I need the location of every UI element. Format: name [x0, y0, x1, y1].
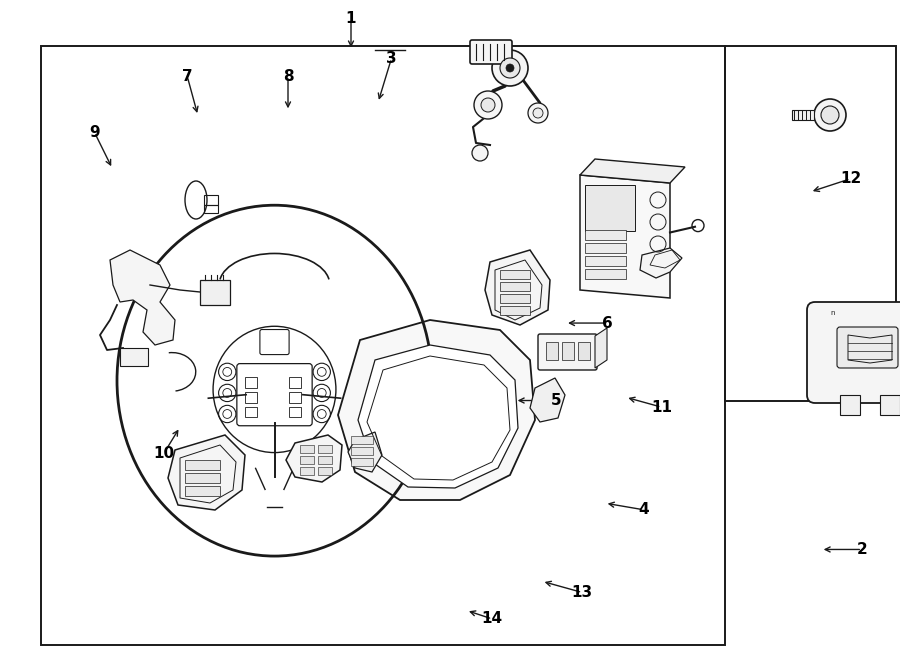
Text: 2: 2: [857, 542, 868, 557]
Bar: [120, 348, 148, 366]
Polygon shape: [338, 320, 535, 500]
Circle shape: [821, 106, 839, 124]
Polygon shape: [358, 345, 518, 488]
Bar: [546, 342, 558, 360]
Polygon shape: [286, 435, 342, 482]
Bar: [585, 230, 625, 240]
Polygon shape: [168, 435, 245, 510]
Polygon shape: [580, 159, 685, 183]
Bar: [318, 456, 332, 464]
Circle shape: [528, 103, 548, 123]
Text: 8: 8: [283, 69, 293, 83]
Bar: [500, 306, 530, 315]
Text: 3: 3: [386, 51, 397, 66]
Bar: [300, 456, 314, 464]
FancyBboxPatch shape: [807, 302, 900, 403]
Bar: [585, 269, 625, 279]
Bar: [500, 294, 530, 303]
Text: 9: 9: [89, 125, 100, 140]
Text: 7: 7: [182, 69, 193, 83]
Circle shape: [481, 98, 495, 112]
Circle shape: [533, 108, 543, 118]
Bar: [500, 270, 530, 279]
Bar: [351, 458, 373, 466]
Polygon shape: [110, 250, 175, 345]
Text: 10: 10: [153, 446, 175, 461]
Bar: [300, 467, 314, 475]
Bar: [351, 436, 373, 444]
Polygon shape: [485, 250, 550, 325]
Text: 13: 13: [572, 585, 593, 600]
Bar: [585, 256, 625, 266]
Bar: [245, 392, 257, 402]
Bar: [318, 467, 332, 475]
Bar: [300, 445, 314, 453]
FancyBboxPatch shape: [837, 327, 898, 368]
Circle shape: [500, 58, 520, 78]
Bar: [585, 185, 634, 231]
Polygon shape: [348, 432, 382, 472]
Text: 12: 12: [840, 171, 861, 186]
Circle shape: [814, 99, 846, 131]
Circle shape: [492, 50, 528, 86]
Circle shape: [506, 64, 514, 72]
Text: n: n: [830, 310, 834, 316]
Circle shape: [474, 91, 502, 119]
Bar: [578, 342, 590, 360]
Polygon shape: [595, 328, 607, 368]
Bar: [200, 280, 230, 305]
Text: 1: 1: [346, 11, 356, 26]
Bar: [185, 486, 220, 496]
Text: 14: 14: [482, 612, 503, 626]
Bar: [245, 407, 257, 418]
Polygon shape: [580, 175, 670, 298]
Bar: [500, 282, 530, 291]
Bar: [245, 377, 257, 388]
Bar: [289, 392, 302, 402]
Text: 5: 5: [551, 393, 562, 408]
Polygon shape: [530, 378, 565, 422]
Bar: [880, 395, 900, 415]
Bar: [562, 342, 574, 360]
Circle shape: [472, 145, 488, 161]
Bar: [204, 205, 218, 213]
Text: 6: 6: [602, 316, 613, 330]
Bar: [289, 407, 302, 418]
Text: 4: 4: [638, 502, 649, 517]
Polygon shape: [640, 248, 682, 278]
Bar: [204, 195, 218, 205]
Bar: [185, 460, 220, 470]
Bar: [351, 447, 373, 455]
Bar: [318, 445, 332, 453]
Polygon shape: [792, 110, 814, 120]
Bar: [585, 243, 625, 253]
Bar: [185, 473, 220, 483]
Text: 11: 11: [651, 400, 672, 414]
FancyBboxPatch shape: [470, 40, 512, 64]
Bar: [840, 395, 860, 415]
FancyBboxPatch shape: [538, 334, 597, 370]
Bar: [289, 377, 302, 388]
